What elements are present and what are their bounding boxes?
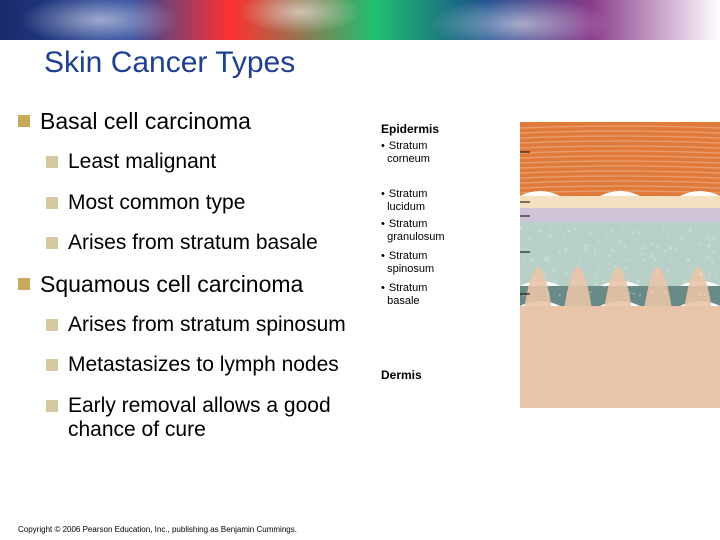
layer-label: Stratum corneum [381,140,430,165]
bullet-text: Squamous cell carcinoma [40,271,303,297]
layer-label: Stratum basale [381,282,427,307]
bullet-marker-icon [46,237,58,249]
bullet-marker-icon [46,359,58,371]
bullet-marker-icon [46,197,58,209]
slide-title: Skin Cancer Types [44,46,720,80]
bullet-marker-icon [18,115,30,127]
bullet-text: Basal cell carcinoma [40,108,251,134]
copyright-text: Copyright © 2006 Pearson Education, Inc.… [18,525,297,534]
bullet-marker-icon [18,278,30,290]
bullet-text: Arises from stratum spinosum [68,313,346,337]
title-bar: Skin Cancer Types [0,40,720,92]
bullet-text: Metastasizes to lymph nodes [68,353,339,377]
layer-label: Stratum granulosum [381,218,445,243]
decorative-banner [0,0,720,40]
bullet-marker-icon [46,400,58,412]
layer-label: Stratum spinosum [381,250,434,275]
bullet-text: Early removal allows a good chance of cu… [68,394,368,442]
figure-label-epidermis: Epidermis [381,122,439,136]
banner-gradient [0,0,720,40]
bullet-text: Arises from stratum basale [68,231,318,255]
layer-label: Stratum lucidum [381,188,427,213]
bullet-marker-icon [46,319,58,331]
bullet-marker-icon [46,156,58,168]
epidermis-figure: Epidermis Dermis Stratum corneum Stratum … [375,122,720,408]
epidermis-illustration [520,122,720,408]
figure-label-dermis: Dermis [381,368,422,382]
bullet-text: Most common type [68,191,245,215]
bullet-text: Least malignant [68,150,216,174]
